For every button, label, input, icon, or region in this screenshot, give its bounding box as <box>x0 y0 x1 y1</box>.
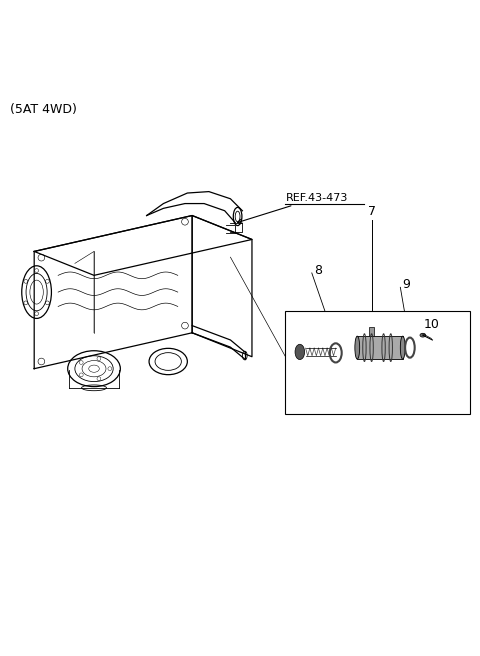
Ellipse shape <box>420 333 426 337</box>
Ellipse shape <box>355 336 360 359</box>
Bar <box>357 336 403 359</box>
Ellipse shape <box>295 344 305 359</box>
Bar <box>369 327 374 336</box>
Text: REF.43-473: REF.43-473 <box>286 193 348 203</box>
Text: 9: 9 <box>403 278 410 291</box>
Text: (5AT 4WD): (5AT 4WD) <box>10 103 77 116</box>
Ellipse shape <box>400 336 405 359</box>
Text: 8: 8 <box>314 264 322 277</box>
Text: 10: 10 <box>423 318 439 331</box>
Bar <box>286 311 470 414</box>
Text: 7: 7 <box>368 205 376 218</box>
